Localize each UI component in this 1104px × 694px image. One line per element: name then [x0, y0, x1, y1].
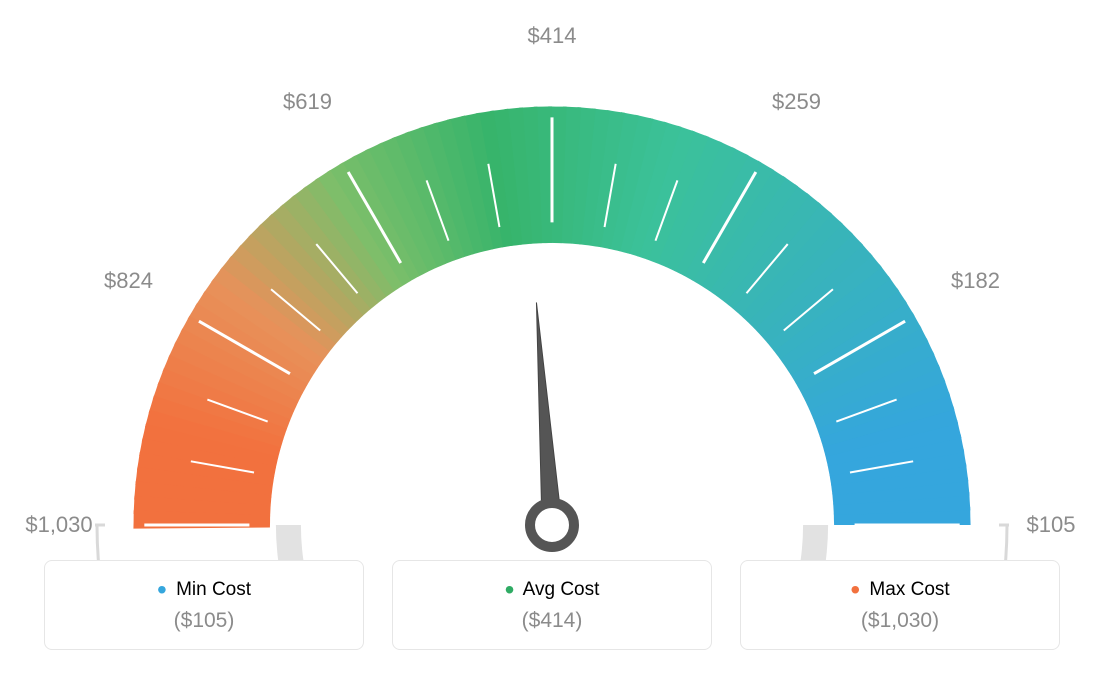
min-cost-card: • Min Cost ($105) — [44, 560, 364, 650]
avg-cost-value: ($414) — [393, 609, 711, 633]
avg-cost-title: • Avg Cost — [393, 579, 711, 601]
min-cost-title: • Min Cost — [45, 579, 363, 601]
avg-cost-card: • Avg Cost ($414) — [392, 560, 712, 650]
gauge-tick-label: $259 — [772, 89, 821, 115]
max-cost-value: ($1,030) — [741, 609, 1059, 633]
avg-cost-label: Avg Cost — [523, 579, 600, 600]
avg-cost-dot-icon: • — [505, 574, 515, 605]
gauge-tick-label: $824 — [104, 268, 153, 294]
gauge-tick-label: $105 — [1027, 512, 1076, 538]
max-cost-label: Max Cost — [869, 579, 949, 600]
gauge-tick-label: $182 — [951, 268, 1000, 294]
gauge-tick-label: $619 — [283, 89, 332, 115]
min-cost-value: ($105) — [45, 609, 363, 633]
gauge-tick-label: $414 — [528, 23, 577, 49]
min-cost-label: Min Cost — [176, 579, 251, 600]
gauge-svg — [0, 0, 1104, 560]
cost-gauge: $105 $182 $259 $414 $619 $824 $1,030 — [0, 0, 1104, 560]
max-cost-title: • Max Cost — [741, 579, 1059, 601]
max-cost-card: • Max Cost ($1,030) — [740, 560, 1060, 650]
gauge-tick-label: $1,030 — [25, 512, 92, 538]
min-cost-dot-icon: • — [157, 574, 167, 605]
max-cost-dot-icon: • — [850, 574, 860, 605]
summary-row: • Min Cost ($105) • Avg Cost ($414) • Ma… — [0, 560, 1104, 694]
